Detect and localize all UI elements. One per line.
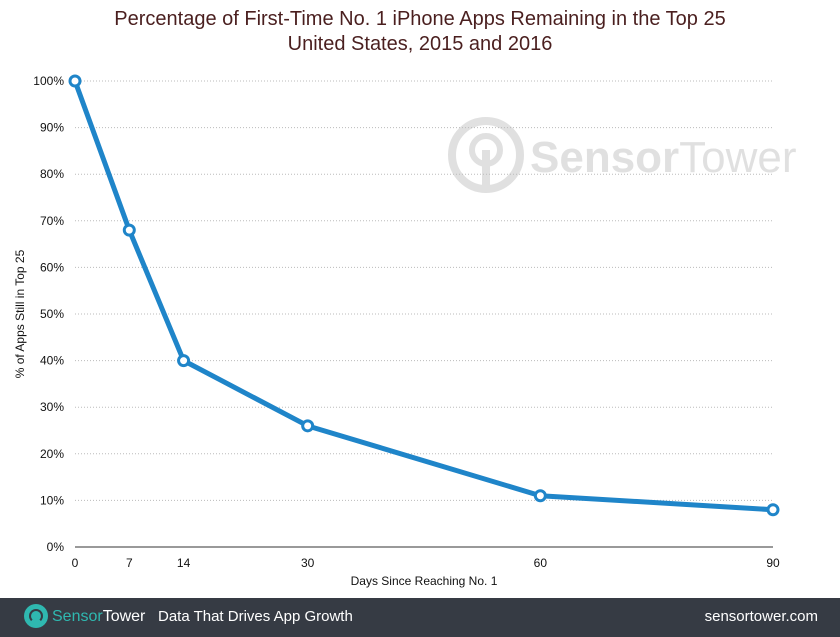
sensortower-logo-icon	[24, 604, 48, 628]
y-tick-label: 30%	[40, 400, 64, 414]
chart-title: Percentage of First-Time No. 1 iPhone Ap…	[114, 8, 726, 30]
x-tick-label: 30	[301, 556, 315, 570]
y-tick-label: 100%	[33, 74, 64, 88]
data-point	[533, 489, 547, 503]
data-point	[301, 419, 315, 433]
y-tick-label: 20%	[40, 447, 64, 461]
data-point	[177, 354, 191, 368]
y-axis-label: % of Apps Still in Top 25	[13, 249, 27, 378]
y-tick-label: 60%	[40, 260, 64, 274]
series-line	[72, 80, 774, 513]
y-tick-label: 10%	[40, 493, 64, 507]
data-point	[766, 503, 780, 517]
footer-url[interactable]: sensortower.com	[704, 608, 818, 625]
footer-bar: SensorTower Data That Drives App Growth …	[0, 598, 840, 637]
x-tick-label: 90	[766, 556, 780, 570]
footer-tagline: Data That Drives App Growth	[158, 608, 353, 625]
data-point	[68, 74, 82, 88]
chart-subtitle: United States, 2015 and 2016	[287, 33, 553, 55]
footer-brand: SensorTower	[52, 608, 146, 625]
y-tick-label: 90%	[40, 121, 64, 135]
y-tick-label: 50%	[40, 307, 64, 321]
y-tick-label: 40%	[40, 354, 64, 368]
x-tick-label: 0	[72, 556, 79, 570]
x-tick-label: 7	[126, 556, 133, 570]
watermark: SensorTower	[448, 117, 797, 193]
data-point	[122, 223, 136, 237]
x-tick-label: 14	[177, 556, 191, 570]
line-chart: SensorTower 0% 10% 20% 30% 40% 50% 60% 70% 80% 90…	[13, 74, 797, 588]
y-tick-label: 70%	[40, 214, 64, 228]
y-tick-label: 0%	[47, 540, 65, 554]
x-tick-label: 60	[534, 556, 548, 570]
y-tick-label: 80%	[40, 167, 64, 181]
x-axis-label: Days Since Reaching No. 1	[351, 574, 498, 588]
